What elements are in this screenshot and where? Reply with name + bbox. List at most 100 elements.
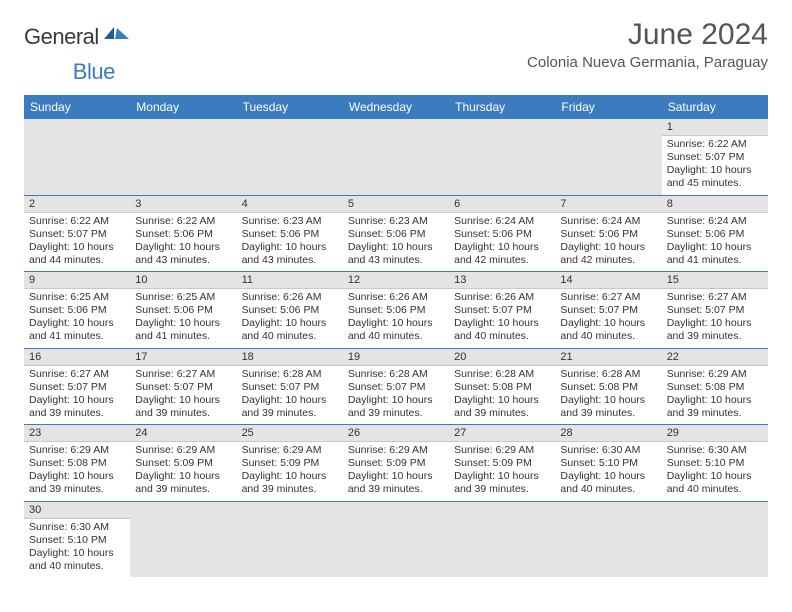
day-cell: 12Sunrise: 6:26 AMSunset: 5:06 PMDayligh… <box>343 272 449 349</box>
weekday-header: Thursday <box>449 95 555 119</box>
day-details: Sunrise: 6:29 AMSunset: 5:08 PMDaylight:… <box>24 442 130 501</box>
month-title: June 2024 <box>527 18 768 52</box>
day-cell: 19Sunrise: 6:28 AMSunset: 5:07 PMDayligh… <box>343 348 449 425</box>
day-number: 18 <box>237 349 343 366</box>
day-cell <box>24 119 130 195</box>
day-cell: 21Sunrise: 6:28 AMSunset: 5:08 PMDayligh… <box>555 348 661 425</box>
day-details: Sunrise: 6:25 AMSunset: 5:06 PMDaylight:… <box>130 289 236 348</box>
weekday-header: Tuesday <box>237 95 343 119</box>
day-number: 25 <box>237 425 343 442</box>
day-number: 12 <box>343 272 449 289</box>
day-details: Sunrise: 6:28 AMSunset: 5:07 PMDaylight:… <box>343 366 449 425</box>
day-number: 30 <box>24 502 130 519</box>
day-number: 21 <box>555 349 661 366</box>
day-details: Sunrise: 6:28 AMSunset: 5:07 PMDaylight:… <box>237 366 343 425</box>
weekday-header: Wednesday <box>343 95 449 119</box>
day-number: 1 <box>662 119 768 136</box>
day-details: Sunrise: 6:22 AMSunset: 5:07 PMDaylight:… <box>662 136 768 195</box>
logo-text-main: General <box>24 24 99 50</box>
day-cell: 24Sunrise: 6:29 AMSunset: 5:09 PMDayligh… <box>130 425 236 502</box>
logo-text-sub: Blue <box>73 59 115 85</box>
day-number: 22 <box>662 349 768 366</box>
day-details: Sunrise: 6:27 AMSunset: 5:07 PMDaylight:… <box>662 289 768 348</box>
day-number: 10 <box>130 272 236 289</box>
day-number: 13 <box>449 272 555 289</box>
day-cell: 27Sunrise: 6:29 AMSunset: 5:09 PMDayligh… <box>449 425 555 502</box>
day-cell: 26Sunrise: 6:29 AMSunset: 5:09 PMDayligh… <box>343 425 449 502</box>
day-details: Sunrise: 6:27 AMSunset: 5:07 PMDaylight:… <box>24 366 130 425</box>
day-cell: 5Sunrise: 6:23 AMSunset: 5:06 PMDaylight… <box>343 195 449 272</box>
day-details: Sunrise: 6:26 AMSunset: 5:06 PMDaylight:… <box>343 289 449 348</box>
day-cell: 15Sunrise: 6:27 AMSunset: 5:07 PMDayligh… <box>662 272 768 349</box>
day-number: 27 <box>449 425 555 442</box>
day-cell: 22Sunrise: 6:29 AMSunset: 5:08 PMDayligh… <box>662 348 768 425</box>
day-details: Sunrise: 6:23 AMSunset: 5:06 PMDaylight:… <box>237 213 343 272</box>
day-number: 17 <box>130 349 236 366</box>
day-cell <box>555 501 661 577</box>
logo: General <box>24 18 132 50</box>
day-cell: 17Sunrise: 6:27 AMSunset: 5:07 PMDayligh… <box>130 348 236 425</box>
day-details: Sunrise: 6:29 AMSunset: 5:09 PMDaylight:… <box>237 442 343 501</box>
day-cell <box>237 501 343 577</box>
day-cell: 14Sunrise: 6:27 AMSunset: 5:07 PMDayligh… <box>555 272 661 349</box>
day-details: Sunrise: 6:29 AMSunset: 5:08 PMDaylight:… <box>662 366 768 425</box>
day-cell: 29Sunrise: 6:30 AMSunset: 5:10 PMDayligh… <box>662 425 768 502</box>
weekday-header: Friday <box>555 95 661 119</box>
day-cell <box>555 119 661 195</box>
calendar-body: 1Sunrise: 6:22 AMSunset: 5:07 PMDaylight… <box>24 119 768 577</box>
day-cell: 8Sunrise: 6:24 AMSunset: 5:06 PMDaylight… <box>662 195 768 272</box>
day-number: 9 <box>24 272 130 289</box>
day-details: Sunrise: 6:22 AMSunset: 5:06 PMDaylight:… <box>130 213 236 272</box>
week-row: 2Sunrise: 6:22 AMSunset: 5:07 PMDaylight… <box>24 195 768 272</box>
weekday-header: Saturday <box>662 95 768 119</box>
calendar-table: SundayMondayTuesdayWednesdayThursdayFrid… <box>24 95 768 577</box>
day-details: Sunrise: 6:22 AMSunset: 5:07 PMDaylight:… <box>24 213 130 272</box>
day-number: 20 <box>449 349 555 366</box>
day-details: Sunrise: 6:26 AMSunset: 5:07 PMDaylight:… <box>449 289 555 348</box>
day-cell: 10Sunrise: 6:25 AMSunset: 5:06 PMDayligh… <box>130 272 236 349</box>
day-cell <box>662 501 768 577</box>
day-number: 6 <box>449 196 555 213</box>
weekday-header: Sunday <box>24 95 130 119</box>
day-details: Sunrise: 6:24 AMSunset: 5:06 PMDaylight:… <box>662 213 768 272</box>
day-cell: 23Sunrise: 6:29 AMSunset: 5:08 PMDayligh… <box>24 425 130 502</box>
day-cell: 7Sunrise: 6:24 AMSunset: 5:06 PMDaylight… <box>555 195 661 272</box>
week-row: 1Sunrise: 6:22 AMSunset: 5:07 PMDaylight… <box>24 119 768 195</box>
day-number: 23 <box>24 425 130 442</box>
day-details: Sunrise: 6:28 AMSunset: 5:08 PMDaylight:… <box>555 366 661 425</box>
day-details: Sunrise: 6:30 AMSunset: 5:10 PMDaylight:… <box>662 442 768 501</box>
day-details: Sunrise: 6:27 AMSunset: 5:07 PMDaylight:… <box>130 366 236 425</box>
day-cell <box>343 119 449 195</box>
day-details: Sunrise: 6:24 AMSunset: 5:06 PMDaylight:… <box>555 213 661 272</box>
day-number: 14 <box>555 272 661 289</box>
day-details: Sunrise: 6:29 AMSunset: 5:09 PMDaylight:… <box>343 442 449 501</box>
day-number: 4 <box>237 196 343 213</box>
day-details: Sunrise: 6:30 AMSunset: 5:10 PMDaylight:… <box>555 442 661 501</box>
day-details: Sunrise: 6:24 AMSunset: 5:06 PMDaylight:… <box>449 213 555 272</box>
day-number: 3 <box>130 196 236 213</box>
logo-flag-icon <box>104 25 130 50</box>
day-details: Sunrise: 6:26 AMSunset: 5:06 PMDaylight:… <box>237 289 343 348</box>
week-row: 30Sunrise: 6:30 AMSunset: 5:10 PMDayligh… <box>24 501 768 577</box>
day-cell: 3Sunrise: 6:22 AMSunset: 5:06 PMDaylight… <box>130 195 236 272</box>
day-cell <box>237 119 343 195</box>
day-cell <box>130 119 236 195</box>
title-block: June 2024 Colonia Nueva Germania, Paragu… <box>527 18 768 71</box>
day-number: 19 <box>343 349 449 366</box>
day-details: Sunrise: 6:25 AMSunset: 5:06 PMDaylight:… <box>24 289 130 348</box>
day-number: 29 <box>662 425 768 442</box>
day-cell <box>130 501 236 577</box>
day-cell: 6Sunrise: 6:24 AMSunset: 5:06 PMDaylight… <box>449 195 555 272</box>
day-cell: 2Sunrise: 6:22 AMSunset: 5:07 PMDaylight… <box>24 195 130 272</box>
week-row: 9Sunrise: 6:25 AMSunset: 5:06 PMDaylight… <box>24 272 768 349</box>
day-cell: 18Sunrise: 6:28 AMSunset: 5:07 PMDayligh… <box>237 348 343 425</box>
week-row: 16Sunrise: 6:27 AMSunset: 5:07 PMDayligh… <box>24 348 768 425</box>
day-cell: 28Sunrise: 6:30 AMSunset: 5:10 PMDayligh… <box>555 425 661 502</box>
day-details: Sunrise: 6:28 AMSunset: 5:08 PMDaylight:… <box>449 366 555 425</box>
day-cell: 25Sunrise: 6:29 AMSunset: 5:09 PMDayligh… <box>237 425 343 502</box>
weekday-header-row: SundayMondayTuesdayWednesdayThursdayFrid… <box>24 95 768 119</box>
day-cell: 20Sunrise: 6:28 AMSunset: 5:08 PMDayligh… <box>449 348 555 425</box>
day-number: 11 <box>237 272 343 289</box>
location-label: Colonia Nueva Germania, Paraguay <box>527 54 768 71</box>
day-cell: 1Sunrise: 6:22 AMSunset: 5:07 PMDaylight… <box>662 119 768 195</box>
